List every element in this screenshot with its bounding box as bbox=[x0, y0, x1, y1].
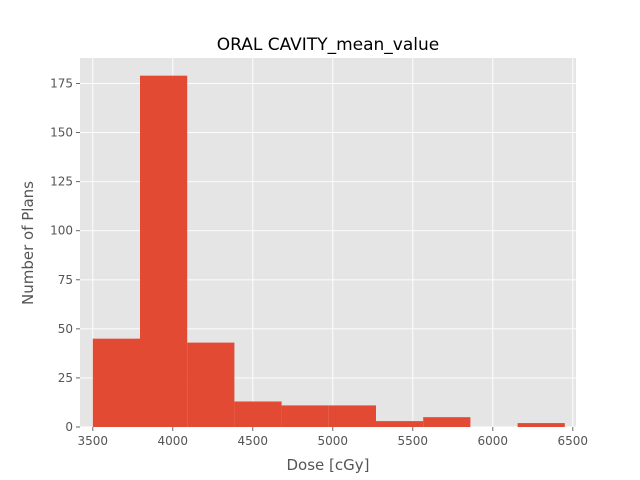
x-tick-label: 6500 bbox=[558, 434, 589, 448]
chart-title: ORAL CAVITY_mean_value bbox=[217, 35, 439, 55]
histogram-bar bbox=[92, 338, 140, 427]
x-tick-label: 4500 bbox=[238, 434, 269, 448]
histogram-bar bbox=[423, 417, 471, 427]
y-tick-label: 75 bbox=[58, 273, 73, 287]
x-tick-label: 5500 bbox=[398, 434, 429, 448]
histogram-bar bbox=[234, 401, 282, 427]
x-tick-label: 5000 bbox=[318, 434, 349, 448]
y-tick-label: 150 bbox=[50, 126, 73, 140]
y-tick-label: 125 bbox=[50, 175, 73, 189]
y-axis-ticks: 0 25 50 75 100 125 150 175 bbox=[50, 77, 80, 434]
y-tick-label: 50 bbox=[58, 322, 73, 336]
x-axis-title: Dose [cGy] bbox=[287, 456, 370, 474]
histogram-bar bbox=[517, 423, 565, 427]
histogram-bar bbox=[328, 405, 376, 427]
histogram-bar bbox=[140, 75, 188, 428]
y-axis-title: Number of Plans bbox=[19, 181, 37, 305]
y-tick-label: 25 bbox=[58, 371, 73, 385]
y-tick-label: 100 bbox=[50, 224, 73, 238]
histogram-bar bbox=[376, 421, 424, 427]
y-tick-label: 175 bbox=[50, 77, 73, 91]
y-tick-label: 0 bbox=[65, 420, 73, 434]
bars bbox=[92, 75, 565, 428]
x-tick-label: 4000 bbox=[158, 434, 189, 448]
histogram-bar bbox=[187, 342, 235, 427]
histogram-bar bbox=[281, 405, 329, 427]
x-tick-label: 6000 bbox=[478, 434, 509, 448]
x-axis-ticks: 3500 4000 4500 5000 5500 6000 6500 bbox=[78, 427, 589, 448]
x-tick-label: 3500 bbox=[78, 434, 109, 448]
